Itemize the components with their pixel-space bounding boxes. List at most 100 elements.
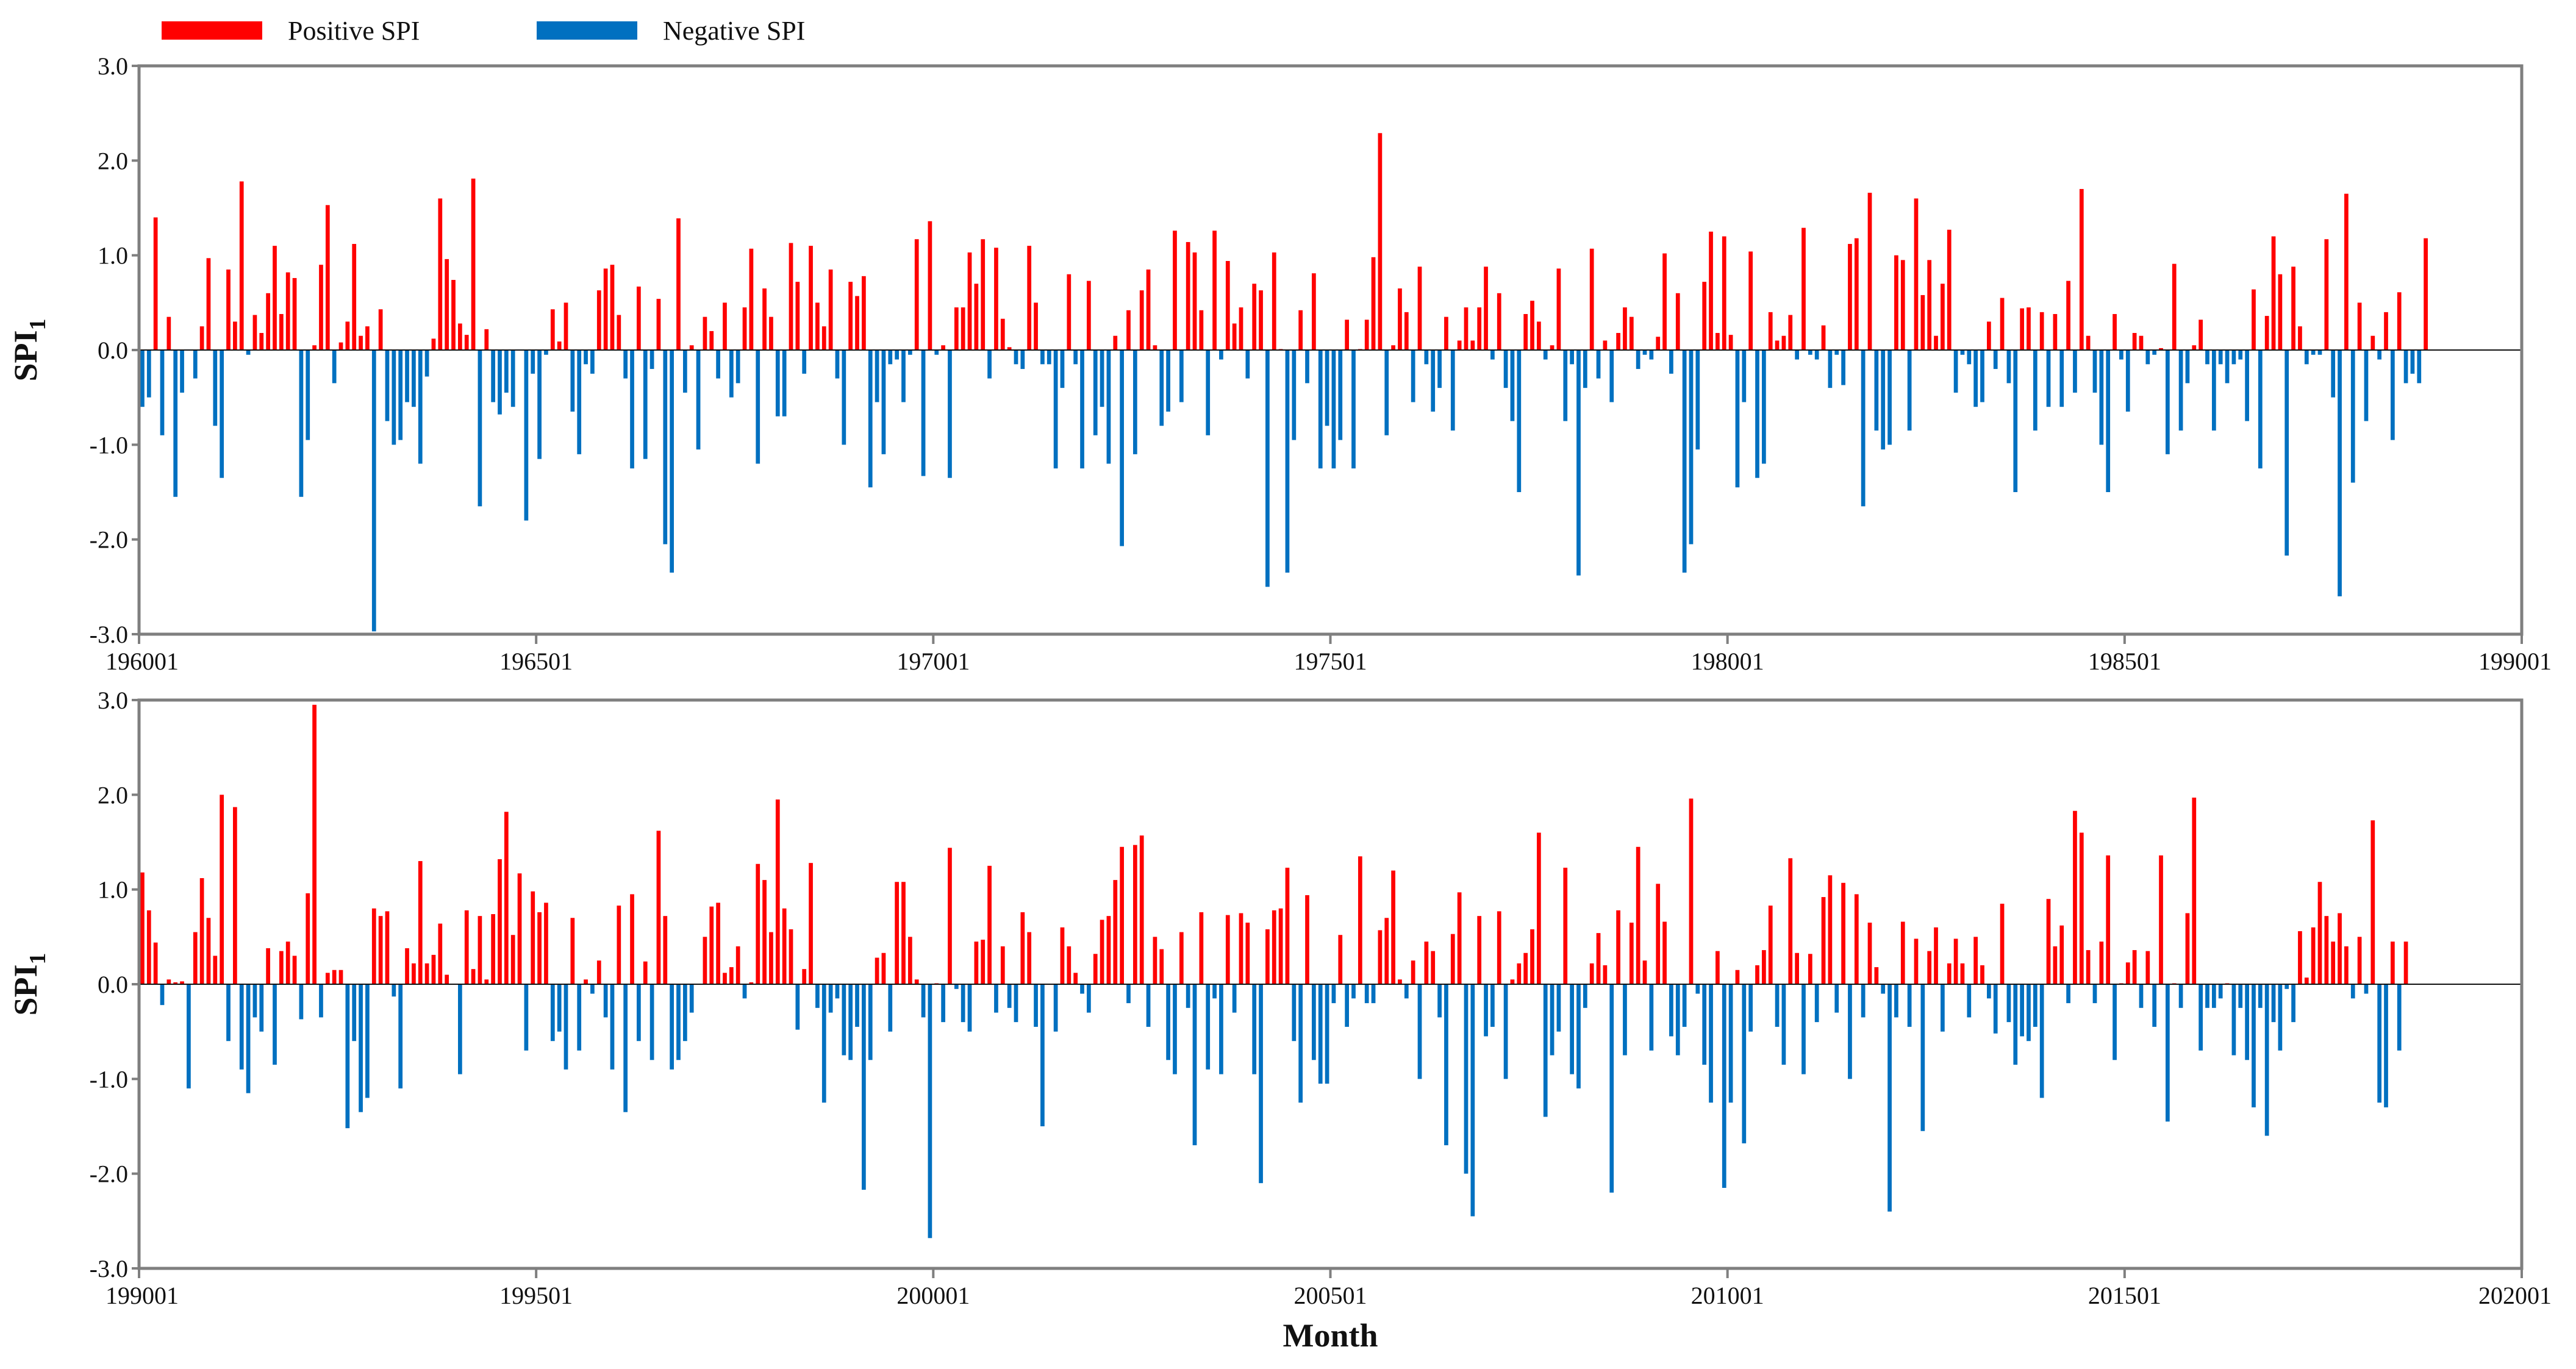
negative-spi-bar bbox=[193, 350, 198, 379]
negative-spi-bar bbox=[1464, 984, 1469, 1174]
positive-spi-bar bbox=[266, 948, 270, 984]
positive-spi-bar bbox=[815, 302, 820, 350]
negative-spi-bar bbox=[2033, 984, 2038, 1027]
negative-spi-bar bbox=[2152, 350, 2157, 355]
positive-spi-bar bbox=[1980, 965, 1984, 984]
negative-spi-bar bbox=[570, 350, 575, 412]
positive-spi-bar bbox=[1808, 954, 1812, 984]
negative-spi-bar bbox=[1834, 984, 1839, 1013]
negative-spi-bar bbox=[795, 984, 800, 1030]
negative-spi-bar bbox=[1298, 984, 1303, 1103]
negative-spi-bar bbox=[1450, 350, 1455, 431]
positive-spi-bar bbox=[1305, 895, 1309, 984]
positive-spi-bar bbox=[279, 313, 284, 350]
positive-spi-bar bbox=[1252, 284, 1257, 350]
positive-spi-bar bbox=[862, 276, 866, 350]
negative-spi-bar bbox=[1437, 984, 1442, 1018]
positive-spi-bar bbox=[471, 178, 476, 350]
negative-spi-bar bbox=[2304, 350, 2309, 365]
positive-spi-bar bbox=[338, 970, 343, 984]
positive-spi-bar bbox=[735, 946, 740, 984]
negative-spi-bar bbox=[1053, 984, 1058, 1032]
positive-spi-bar bbox=[1239, 307, 1243, 350]
spi-chart-1960-1990: 3.0 2.0 1.0 0.0 -1.0 -2.0 -3.0 196001 196501 1970… bbox=[0, 55, 2576, 689]
y-tick-label: -2.0 bbox=[90, 526, 128, 554]
negative-spi-bar bbox=[1292, 350, 1297, 440]
positive-spi-bar bbox=[2185, 913, 2190, 984]
negative-spi-bar bbox=[1735, 350, 1740, 488]
positive-spi-bar bbox=[2000, 903, 2005, 984]
positive-spi-bar bbox=[1775, 340, 1780, 350]
positive-spi-bar bbox=[1894, 255, 1898, 350]
positive-spi-bar bbox=[1702, 282, 1707, 350]
positive-spi-bar bbox=[1411, 960, 1415, 984]
positive-spi-bar bbox=[1537, 832, 1541, 984]
x-tick-label: 198001 bbox=[1691, 648, 1764, 675]
positive-spi-bar bbox=[1821, 325, 1826, 350]
positive-spi-bar bbox=[464, 335, 469, 350]
positive-spi-bar bbox=[550, 309, 555, 350]
negative-spi-bar bbox=[2125, 350, 2130, 412]
positive-spi-bar bbox=[1589, 248, 1594, 350]
negative-spi-bar bbox=[623, 350, 628, 379]
positive-spi-bar bbox=[1106, 916, 1111, 984]
negative-spi-bar bbox=[2231, 984, 2236, 1056]
positive-spi-bar bbox=[1728, 335, 1733, 350]
positive-spi-bar bbox=[1828, 875, 1833, 984]
x-tick-label: 199501 bbox=[499, 1282, 573, 1309]
positive-spi-bar bbox=[1781, 335, 1786, 350]
positive-spi-bar bbox=[656, 831, 661, 984]
positive-spi-bar bbox=[1464, 307, 1469, 350]
positive-spi-bar bbox=[1093, 954, 1098, 984]
positive-spi-bar bbox=[1312, 273, 1316, 350]
negative-spi-bar bbox=[1351, 984, 1356, 999]
negative-spi-bar bbox=[1682, 984, 1687, 1027]
positive-spi-bar bbox=[1358, 856, 1362, 984]
negative-spi-bar bbox=[1331, 350, 1336, 469]
negative-spi-bar bbox=[1775, 984, 1780, 1027]
negative-spi-bar bbox=[1814, 984, 1819, 1023]
positive-spi-bar bbox=[742, 307, 747, 350]
positive-spi-bar bbox=[1716, 333, 1720, 350]
negative-spi-bar bbox=[630, 350, 634, 469]
positive-spi-bar bbox=[1153, 937, 1157, 984]
negative-spi-bar bbox=[1980, 350, 1984, 402]
positive-spi-bar bbox=[1768, 312, 1773, 350]
negative-spi-bar bbox=[1331, 984, 1336, 1004]
negative-spi-bar bbox=[802, 350, 807, 374]
positive-spi-bar bbox=[1755, 965, 1759, 984]
negative-spi-bar bbox=[1907, 984, 1912, 1027]
positive-spi-bar bbox=[510, 935, 515, 984]
positive-spi-bar bbox=[1953, 938, 1958, 984]
positive-spi-bar bbox=[1867, 193, 1872, 350]
x-tick-label: 201001 bbox=[1691, 1282, 1764, 1309]
positive-spi-bar bbox=[617, 315, 621, 350]
positive-spi-bar bbox=[1788, 858, 1793, 984]
positive-spi-bar bbox=[1656, 884, 1661, 984]
negative-spi-bar bbox=[2152, 984, 2157, 1027]
negative-spi-bar bbox=[1490, 984, 1495, 1027]
positive-spi-bar bbox=[1470, 340, 1475, 350]
negative-spi-bar bbox=[537, 350, 542, 459]
positive-spi-bar bbox=[1067, 946, 1072, 984]
positive-spi-bar bbox=[1232, 323, 1237, 350]
positive-spi-bar bbox=[2357, 302, 2362, 350]
negative-spi-bar bbox=[1100, 350, 1104, 407]
positive-spi-bar bbox=[285, 272, 290, 350]
positive-spi-bar bbox=[1186, 241, 1190, 350]
positive-spi-bar bbox=[1523, 953, 1528, 984]
positive-spi-bar bbox=[895, 882, 900, 984]
positive-spi-bar bbox=[325, 973, 330, 984]
negative-spi-bar bbox=[2013, 350, 2018, 492]
positive-spi-bar bbox=[412, 963, 416, 984]
negative-spi-bar bbox=[1325, 350, 1329, 426]
positive-spi-bar bbox=[1378, 930, 1383, 984]
positive-spi-bar bbox=[2046, 899, 2051, 984]
negative-spi-bar bbox=[531, 350, 535, 374]
negative-spi-bar bbox=[273, 984, 277, 1065]
negative-spi-bar bbox=[1742, 984, 1747, 1143]
positive-spi-bar bbox=[1642, 960, 1647, 984]
negative-spi-bar bbox=[682, 984, 687, 1042]
negative-spi-bar bbox=[1351, 350, 1356, 469]
negative-spi-bar bbox=[2252, 984, 2256, 1107]
